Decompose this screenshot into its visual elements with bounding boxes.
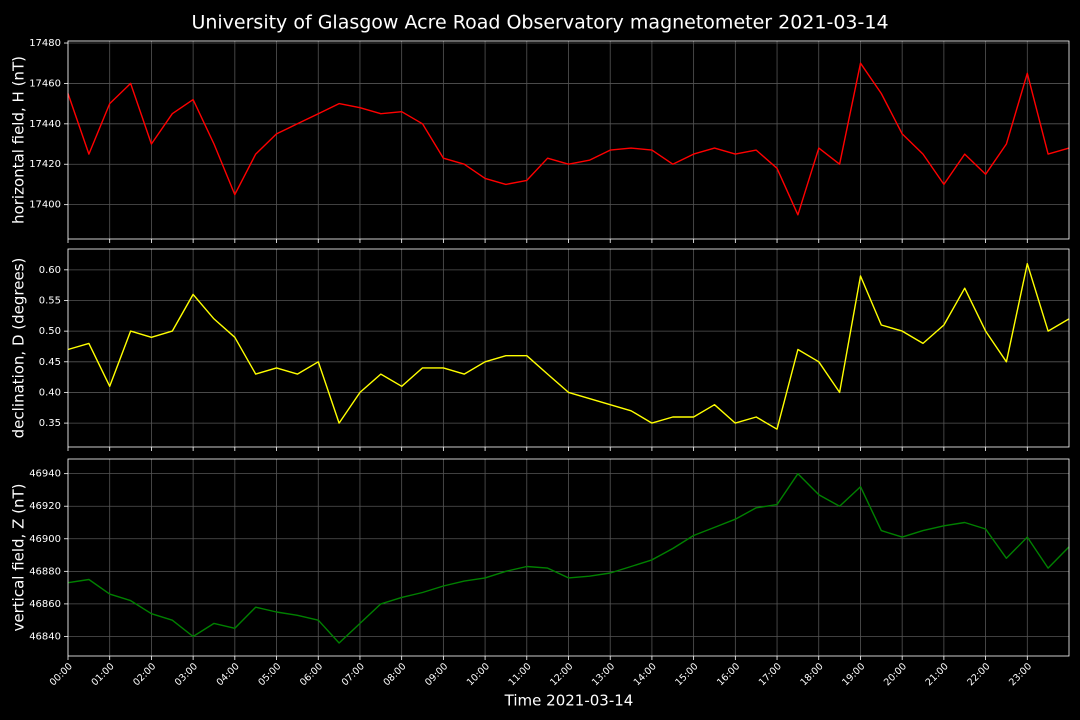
y-tick-label: 17420 (29, 159, 61, 170)
axes-frame (67, 458, 1070, 657)
y-tick-label: 0.40 (39, 387, 61, 398)
x-axis-label: Time 2021-03-14 (504, 692, 634, 710)
y-axis-label: vertical field, Z (nT) (10, 483, 28, 631)
y-axis-label: horizontal field, H (nT) (10, 56, 28, 224)
y-tick-label: 0.35 (39, 418, 61, 429)
y-tick-label: 0.55 (39, 295, 61, 306)
axes-frame (67, 40, 1070, 240)
y-tick-label: 46940 (29, 469, 61, 480)
figure-title: University of Glasgow Acre Road Observat… (191, 12, 888, 34)
y-tick-label: 17400 (29, 200, 61, 211)
data-line (67, 263, 1070, 430)
y-tick-label: 0.50 (39, 326, 61, 337)
y-tick-label: 17480 (29, 38, 61, 49)
axes-frame (67, 248, 1070, 448)
y-tick-label: 17460 (29, 78, 61, 89)
y-tick-label: 46920 (29, 501, 61, 512)
y-tick-label: 0.45 (39, 357, 61, 368)
y-tick-label: 46880 (29, 566, 61, 577)
y-tick-label: 46900 (29, 534, 61, 545)
y-tick-label: 0.60 (39, 265, 61, 276)
y-axis-label: declination, D (degrees) (10, 258, 28, 439)
y-tick-label: 17440 (29, 119, 61, 130)
y-tick-label: 46860 (29, 599, 61, 610)
y-tick-label: 46840 (29, 631, 61, 642)
data-line (67, 473, 1070, 644)
data-line (67, 62, 1070, 216)
